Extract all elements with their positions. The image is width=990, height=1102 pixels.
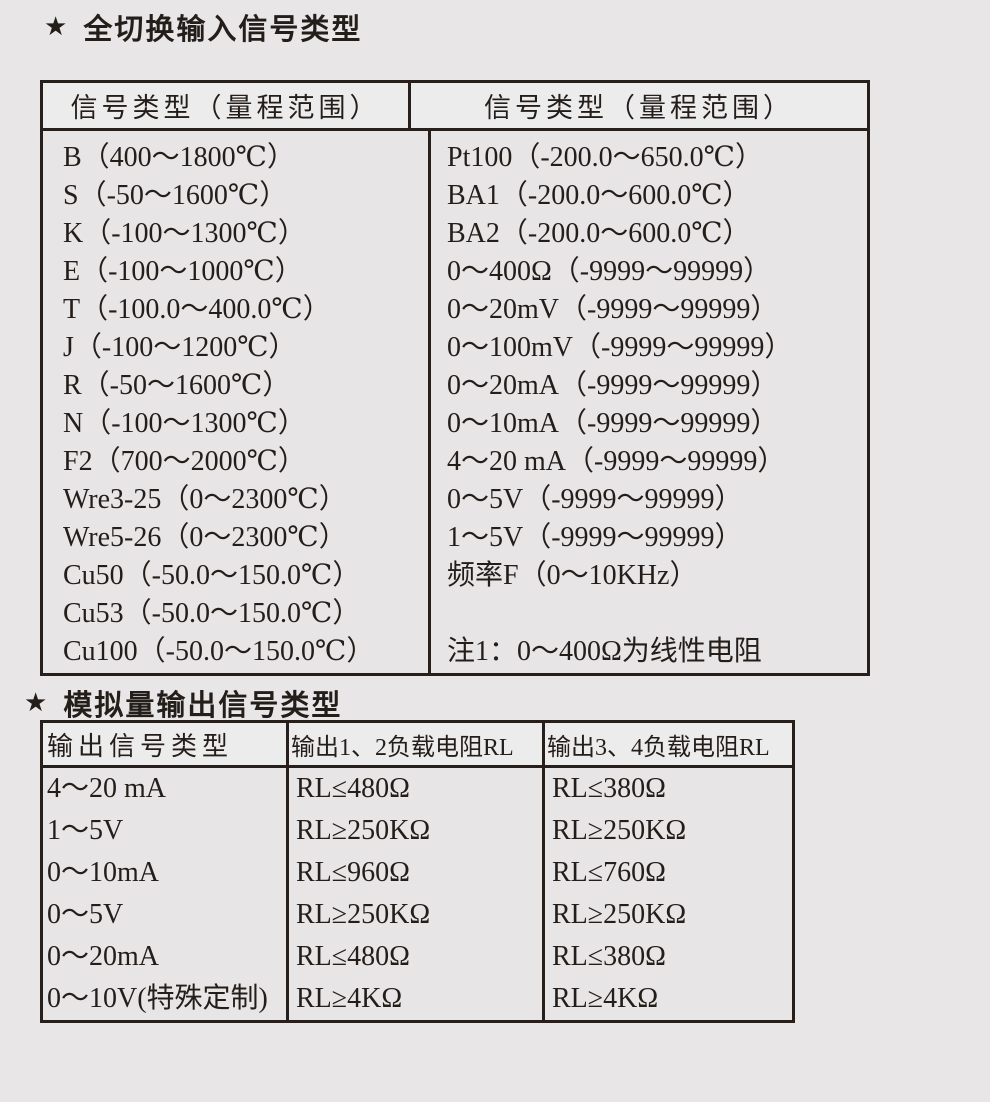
- signal-item: Cu50（-50.0～150.0℃）: [63, 560, 361, 591]
- section1-heading: ★ 全切换输入信号类型: [44, 6, 362, 48]
- column-header-left: 信号类型（量程范围）: [43, 83, 411, 128]
- input-signal-table-body: B（400～1800℃） S（-50～1600℃） K（-100～1300℃） …: [43, 131, 867, 673]
- signal-item: N（-100～1300℃）: [63, 408, 306, 439]
- signal-item: 0～10mA（-9999～99999）: [447, 408, 779, 439]
- signal-item: 频率F（0～10KHz）: [447, 560, 698, 591]
- signal-item: B（400～1800℃）: [63, 142, 295, 173]
- output-type-cell: 0～20mA: [47, 941, 160, 972]
- load-cell: RL≤380Ω: [552, 941, 666, 972]
- signal-item: 4～20 mA（-9999～99999）: [447, 446, 786, 477]
- signal-item: R（-50～1600℃）: [63, 370, 291, 401]
- signal-item: BA2（-200.0～600.0℃）: [447, 218, 751, 249]
- section1-title: 全切换输入信号类型: [83, 12, 363, 46]
- output-type-cell: 0～5V: [47, 899, 124, 930]
- signal-item: S（-50～1600℃）: [63, 180, 288, 211]
- signal-item: BA1（-200.0～600.0℃）: [447, 180, 751, 211]
- output-signal-table: 输出信号类型 输出1、2负载电阻RL 输出3、4负载电阻RL 4～20 mA 1…: [40, 720, 795, 1023]
- star-icon: ★: [24, 688, 48, 718]
- load-cell: RL≥4KΩ: [552, 983, 659, 1014]
- signal-item: 0～400Ω（-9999～99999）: [447, 256, 772, 287]
- signal-item: 0～100mV（-9999～99999）: [447, 332, 793, 363]
- output-signal-table-body: 4～20 mA 1～5V 0～10mA 0～5V 0～20mA 0～10V(特殊…: [43, 768, 792, 1020]
- output-type-cell: 0～10V(特殊定制): [47, 983, 268, 1014]
- load-cell: RL≤480Ω: [296, 773, 410, 804]
- load-cell: RL≤380Ω: [552, 773, 666, 804]
- load-cell: RL≤760Ω: [552, 857, 666, 888]
- load-cell: RL≥250KΩ: [552, 815, 687, 846]
- star-icon: ★: [44, 12, 68, 42]
- section2-title: 模拟量输出信号类型: [63, 688, 343, 722]
- load-cell: RL≥250KΩ: [296, 899, 431, 930]
- load-cell: RL≤960Ω: [296, 857, 410, 888]
- signal-item: Cu100（-50.0～150.0℃）: [63, 636, 375, 667]
- signal-list-left: B（400～1800℃） S（-50～1600℃） K（-100～1300℃） …: [43, 131, 431, 673]
- input-signal-table-header: 信号类型（量程范围） 信号类型（量程范围）: [43, 83, 867, 131]
- output-type-cell: 4～20 mA: [47, 773, 167, 804]
- signal-list-right: Pt100（-200.0～650.0℃） BA1（-200.0～600.0℃） …: [431, 131, 867, 673]
- signal-item: Wre3-25（0～2300℃）: [63, 484, 347, 515]
- load-cell: RL≥4KΩ: [296, 983, 403, 1014]
- signal-item: T（-100.0～400.0℃）: [63, 294, 331, 325]
- signal-item: Wre5-26（0～2300℃）: [63, 522, 347, 553]
- column-header-output-type: 输出信号类型: [43, 723, 289, 765]
- signal-item: 0～20mV（-9999～99999）: [447, 294, 779, 325]
- signal-item: Pt100（-200.0～650.0℃）: [447, 142, 763, 173]
- load-cell: RL≤480Ω: [296, 941, 410, 972]
- column-header-load-rl-3-4: 输出3、4负载电阻RL: [547, 734, 770, 761]
- signal-item: 0～20mA（-9999～99999）: [447, 370, 779, 401]
- load-rl-1-2-column: RL≤480Ω RL≥250KΩ RL≤960Ω RL≥250KΩ RL≤480…: [289, 768, 545, 1020]
- signal-item: J（-100～1200℃）: [63, 332, 297, 363]
- output-type-cell: 1～5V: [47, 815, 124, 846]
- spacer-line: [447, 595, 867, 633]
- signal-item: 0～5V（-9999～99999）: [447, 484, 743, 515]
- output-signal-table-header: 输出信号类型 输出1、2负载电阻RL 输出3、4负载电阻RL: [43, 723, 792, 768]
- section2-heading: ★ 模拟量输出信号类型: [24, 682, 342, 724]
- column-header-right: 信号类型（量程范围）: [484, 93, 794, 123]
- input-signal-table: 信号类型（量程范围） 信号类型（量程范围） B（400～1800℃） S（-50…: [40, 80, 870, 676]
- load-cell: RL≥250KΩ: [296, 815, 431, 846]
- signal-item: Cu53（-50.0～150.0℃）: [63, 598, 361, 629]
- note-line: 注1：0～400Ω为线性电阻: [447, 636, 762, 667]
- output-type-cell: 0～10mA: [47, 857, 160, 888]
- column-header-load-rl-1-2: 输出1、2负载电阻RL: [289, 723, 545, 765]
- load-rl-3-4-column: RL≤380Ω RL≥250KΩ RL≤760Ω RL≥250KΩ RL≤380…: [545, 768, 792, 1020]
- signal-item: K（-100～1300℃）: [63, 218, 306, 249]
- signal-item: 1～5V（-9999～99999）: [447, 522, 743, 553]
- signal-item: F2（700～2000℃）: [63, 446, 306, 477]
- signal-item: E（-100～1000℃）: [63, 256, 303, 287]
- load-cell: RL≥250KΩ: [552, 899, 687, 930]
- output-type-column: 4～20 mA 1～5V 0～10mA 0～5V 0～20mA 0～10V(特殊…: [43, 768, 289, 1020]
